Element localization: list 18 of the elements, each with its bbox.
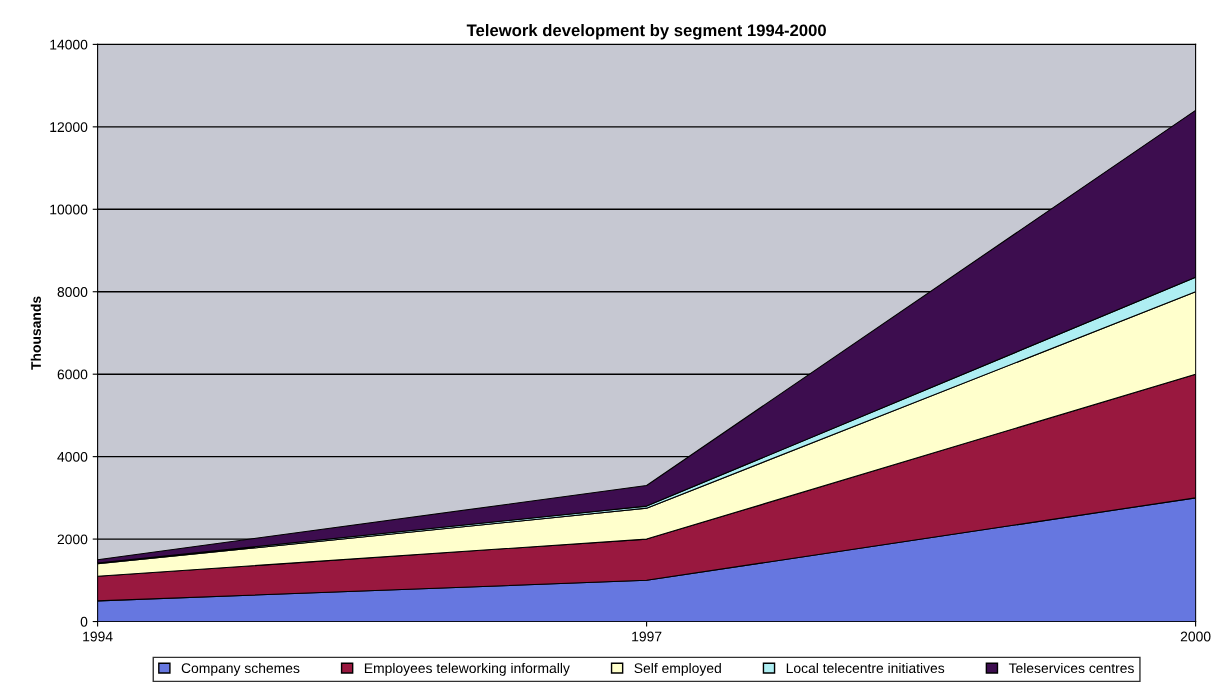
y-tick-label: 6000	[57, 369, 88, 380]
chart-title: Telework development by segment 1994-2000	[466, 23, 826, 40]
legend-label: Teleservices centres	[1008, 662, 1134, 674]
x-tick-label: 1997	[632, 631, 662, 642]
y-tick-label: 8000	[57, 287, 88, 297]
legend-label: Company schemes	[181, 662, 300, 676]
y-tick-label: 0	[80, 616, 88, 627]
y-tick-label: 14000	[50, 39, 88, 50]
y-axis-title: Thousands	[30, 296, 41, 370]
x-tick-label: 1994	[83, 631, 113, 642]
y-tick-label: 10000	[50, 204, 88, 215]
y-tick-label: 2000	[57, 534, 88, 545]
x-tick-label: 2000	[1180, 631, 1211, 642]
legend-label: Self employed	[634, 662, 721, 676]
y-tick-label: 4000	[57, 451, 88, 462]
y-tick-label: 12000	[50, 122, 88, 133]
legend-label: Local telecentre initiatives	[786, 662, 945, 674]
legend-label: Employees teleworking informally	[364, 662, 570, 676]
